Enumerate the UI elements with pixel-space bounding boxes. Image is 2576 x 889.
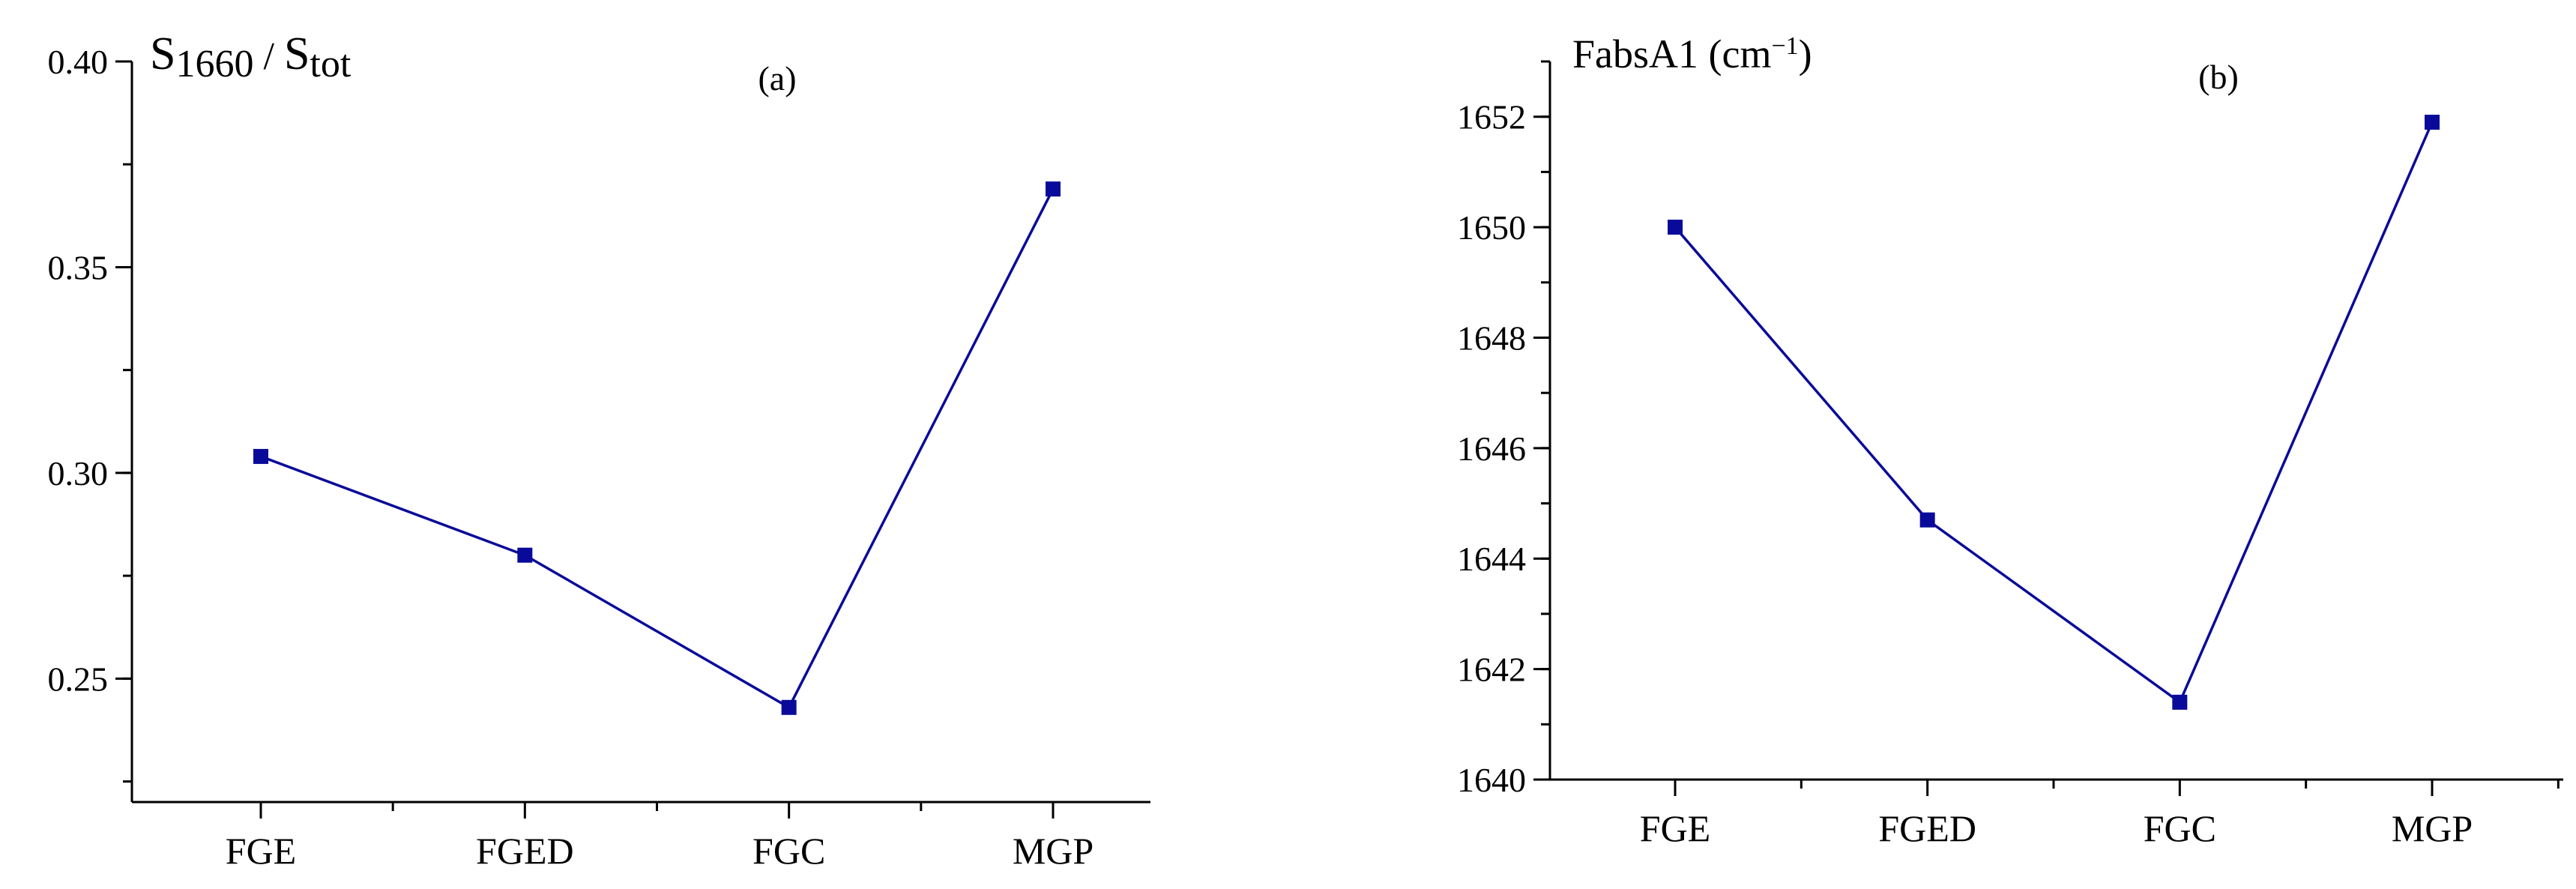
y-tick-label-a: 0.25 — [48, 660, 109, 698]
y-tick-label-b: 1650 — [1457, 208, 1526, 247]
y-label-b-sup: −1 — [1771, 32, 1798, 60]
data-point-b-fge — [1668, 220, 1683, 235]
x-tick-label-a: FGC — [752, 830, 825, 872]
data-point-a-fgc — [781, 699, 797, 715]
axes-a — [130, 61, 1150, 804]
panel-label-b: (b) — [2198, 58, 2239, 96]
data-point-b-fged — [1919, 512, 1935, 528]
panel-label-a: (a) — [758, 59, 796, 97]
series-line-b — [1674, 121, 2434, 705]
chart-panel-b: FabsA1 (cm−1) (b) 1640164216441646164816… — [1457, 31, 2563, 849]
y-ticks-a: 0.25 0.30 0.35 0.40 — [48, 43, 132, 783]
series-line-a — [260, 188, 1055, 710]
x-tick-label-b: FGE — [1640, 807, 1710, 849]
y-label-a-sub1: 1660 — [175, 43, 253, 85]
y-tick-label-b: 1648 — [1457, 319, 1526, 357]
y-tick-label-a: 0.30 — [48, 454, 109, 492]
y-label-b-text: FabsA1 (cm — [1572, 31, 1771, 76]
x-tick-label-b: FGC — [2144, 807, 2216, 849]
chart-panel-a: S1660 / Stot (a) 0.250.300.350.40 FGE FGE… — [48, 28, 1150, 872]
x-ticks-b: FGE FGED FGC MGP — [1640, 780, 2560, 849]
data-point-b-mgp — [2425, 115, 2440, 130]
y-tick-label-b: 1652 — [1457, 98, 1526, 136]
y-axis-label-a: S1660 / Stot — [150, 28, 352, 85]
y-label-a-sub2: tot — [310, 43, 351, 85]
y-label-b-close: ) — [1799, 31, 1812, 76]
y-tick-label-b: 1640 — [1457, 761, 1526, 799]
x-tick-label-b: FGED — [1878, 807, 1976, 849]
y-tick-label-b: 1642 — [1457, 651, 1526, 689]
x-tick-label-b: MGP — [2392, 807, 2473, 849]
y-label-a-main: S — [150, 28, 175, 79]
axes-b — [1548, 61, 2563, 781]
data-point-b-fgc — [2172, 694, 2188, 710]
y-tick-label-b: 1644 — [1457, 540, 1526, 578]
x-ticks-a: FGE FGED FGC MGP — [226, 802, 1094, 872]
data-point-a-mgp — [1046, 181, 1061, 197]
data-point-a-fge — [253, 448, 268, 464]
x-tick-label-a: MGP — [1013, 830, 1094, 872]
y-label-a-main2: S — [284, 28, 310, 79]
y-tick-label-a: 0.35 — [48, 248, 109, 286]
y-axis-label-b: FabsA1 (cm−1) — [1572, 31, 1812, 76]
series-a — [253, 181, 1061, 715]
series-b — [1668, 115, 2440, 710]
y-ticks-b: 1640 1642 1644 1646 1648 1650 1652 — [1457, 60, 1550, 799]
y-tick-label-a: 0.40 — [48, 43, 109, 81]
y-tick-label-b: 1646 — [1457, 430, 1526, 468]
x-tick-label-a: FGE — [226, 830, 296, 872]
x-tick-label-a: FGED — [476, 830, 574, 872]
data-point-a-fged — [517, 547, 533, 563]
y-label-a-sep: / — [253, 35, 283, 78]
